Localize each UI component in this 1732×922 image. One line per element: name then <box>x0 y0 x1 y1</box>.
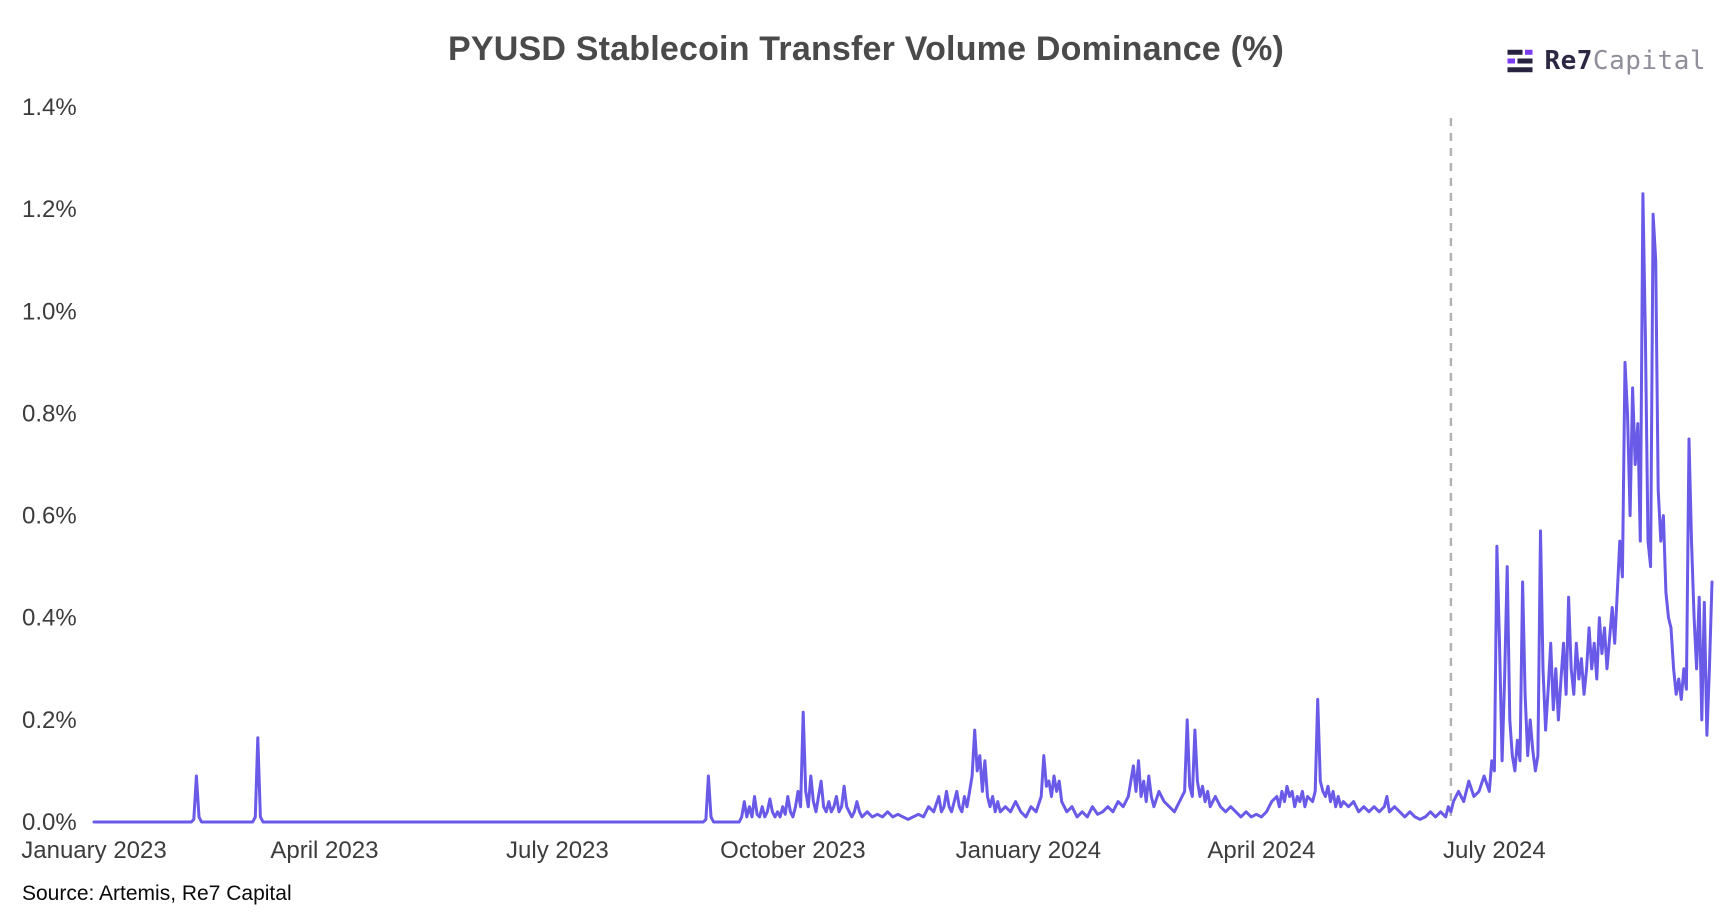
source-attribution: Source: Artemis, Re7 Capital <box>22 882 292 905</box>
chart-line-pyusd-dominance <box>92 192 1714 824</box>
re7-capital-logo: Re7Capital <box>1505 46 1706 76</box>
y-axis-tick-label: 0.0% <box>22 809 77 836</box>
x-axis-tick-label: January 2023 <box>21 837 166 864</box>
y-axis-tick-label: 0.2% <box>22 707 77 734</box>
logo-text-re7: Re7 <box>1544 46 1593 76</box>
y-axis-tick-label: 0.8% <box>22 400 77 427</box>
logo-wordmark: Re7Capital <box>1544 46 1706 76</box>
x-axis-tick-label: April 2023 <box>270 837 378 864</box>
x-axis-tick-label: January 2024 <box>956 837 1101 864</box>
x-axis-tick-label: July 2023 <box>506 837 609 864</box>
x-axis-tick-label: October 2023 <box>720 837 865 864</box>
y-axis-tick-label: 1.2% <box>22 196 77 223</box>
y-axis-tick-label: 0.4% <box>22 605 77 632</box>
x-axis-tick-label: July 2024 <box>1443 837 1546 864</box>
y-axis-tick-label: 0.6% <box>22 503 77 530</box>
logo-text-capital: Capital <box>1592 46 1706 76</box>
x-axis-tick-label: April 2024 <box>1207 837 1315 864</box>
re7-bars-icon <box>1505 46 1535 76</box>
y-axis-tick-label: 1.0% <box>22 298 77 325</box>
y-axis-tick-label: 1.4% <box>22 94 77 121</box>
chart-title: PYUSD Stablecoin Transfer Volume Dominan… <box>447 30 1285 68</box>
